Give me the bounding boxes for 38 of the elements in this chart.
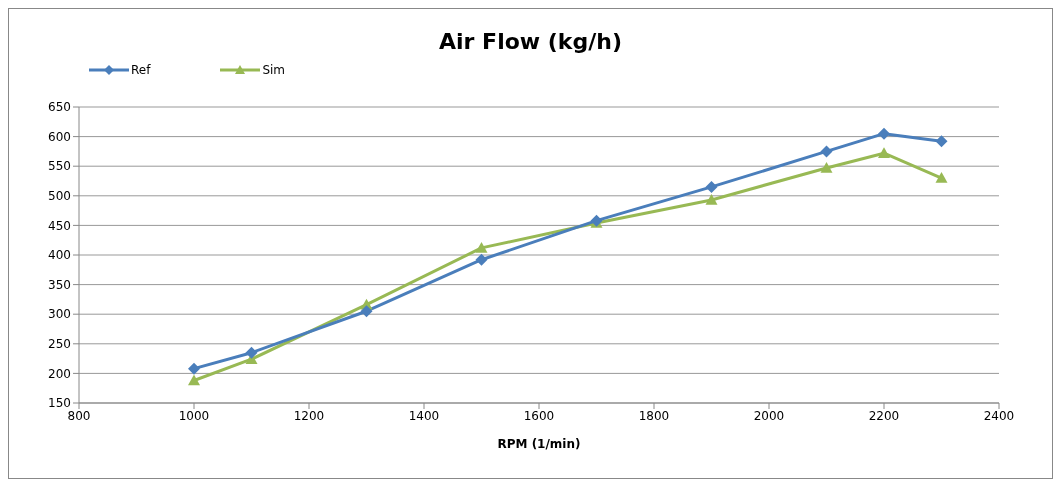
point bbox=[935, 135, 948, 148]
y-tick-label: 650 bbox=[48, 100, 71, 115]
x-tick-label: 2200 bbox=[868, 408, 900, 423]
point bbox=[188, 362, 200, 375]
point bbox=[475, 253, 488, 266]
point bbox=[475, 241, 488, 253]
y-tick-label: 550 bbox=[48, 159, 71, 174]
legend-label: Sim bbox=[262, 63, 286, 77]
y-tick-label: 250 bbox=[48, 337, 71, 352]
point bbox=[705, 193, 718, 205]
point bbox=[820, 161, 833, 173]
point bbox=[935, 172, 948, 183]
x-axis-title: RPM (1/min) bbox=[497, 437, 581, 451]
legend-label: Ref bbox=[131, 63, 151, 77]
y-tick-label: 400 bbox=[48, 248, 71, 263]
y-tick-label: 450 bbox=[48, 218, 71, 233]
point bbox=[878, 127, 890, 140]
x-tick-label: 1400 bbox=[408, 408, 440, 423]
y-tick-label: 600 bbox=[48, 129, 71, 144]
point bbox=[878, 147, 890, 158]
x-tick-label: 800 bbox=[67, 408, 91, 423]
y-tick-label: 500 bbox=[48, 189, 71, 204]
x-tick-label: 2000 bbox=[753, 408, 785, 423]
x-tick-label: 1200 bbox=[293, 408, 325, 423]
point bbox=[360, 305, 373, 318]
x-tick-label: 1600 bbox=[523, 408, 555, 423]
y-tick-label: 150 bbox=[48, 396, 71, 411]
y-tick-label: 200 bbox=[48, 366, 71, 381]
point bbox=[188, 374, 200, 386]
point bbox=[245, 346, 258, 359]
y-tick-label: 300 bbox=[48, 307, 71, 322]
x-tick-label: 2400 bbox=[983, 408, 1015, 423]
point bbox=[705, 180, 718, 193]
chart-title: Air Flow (kg/h) bbox=[438, 29, 623, 56]
x-tick-label: 1000 bbox=[178, 408, 210, 423]
x-tick-label: 1800 bbox=[638, 408, 670, 423]
y-tick-label: 350 bbox=[48, 277, 71, 292]
point bbox=[820, 145, 833, 158]
